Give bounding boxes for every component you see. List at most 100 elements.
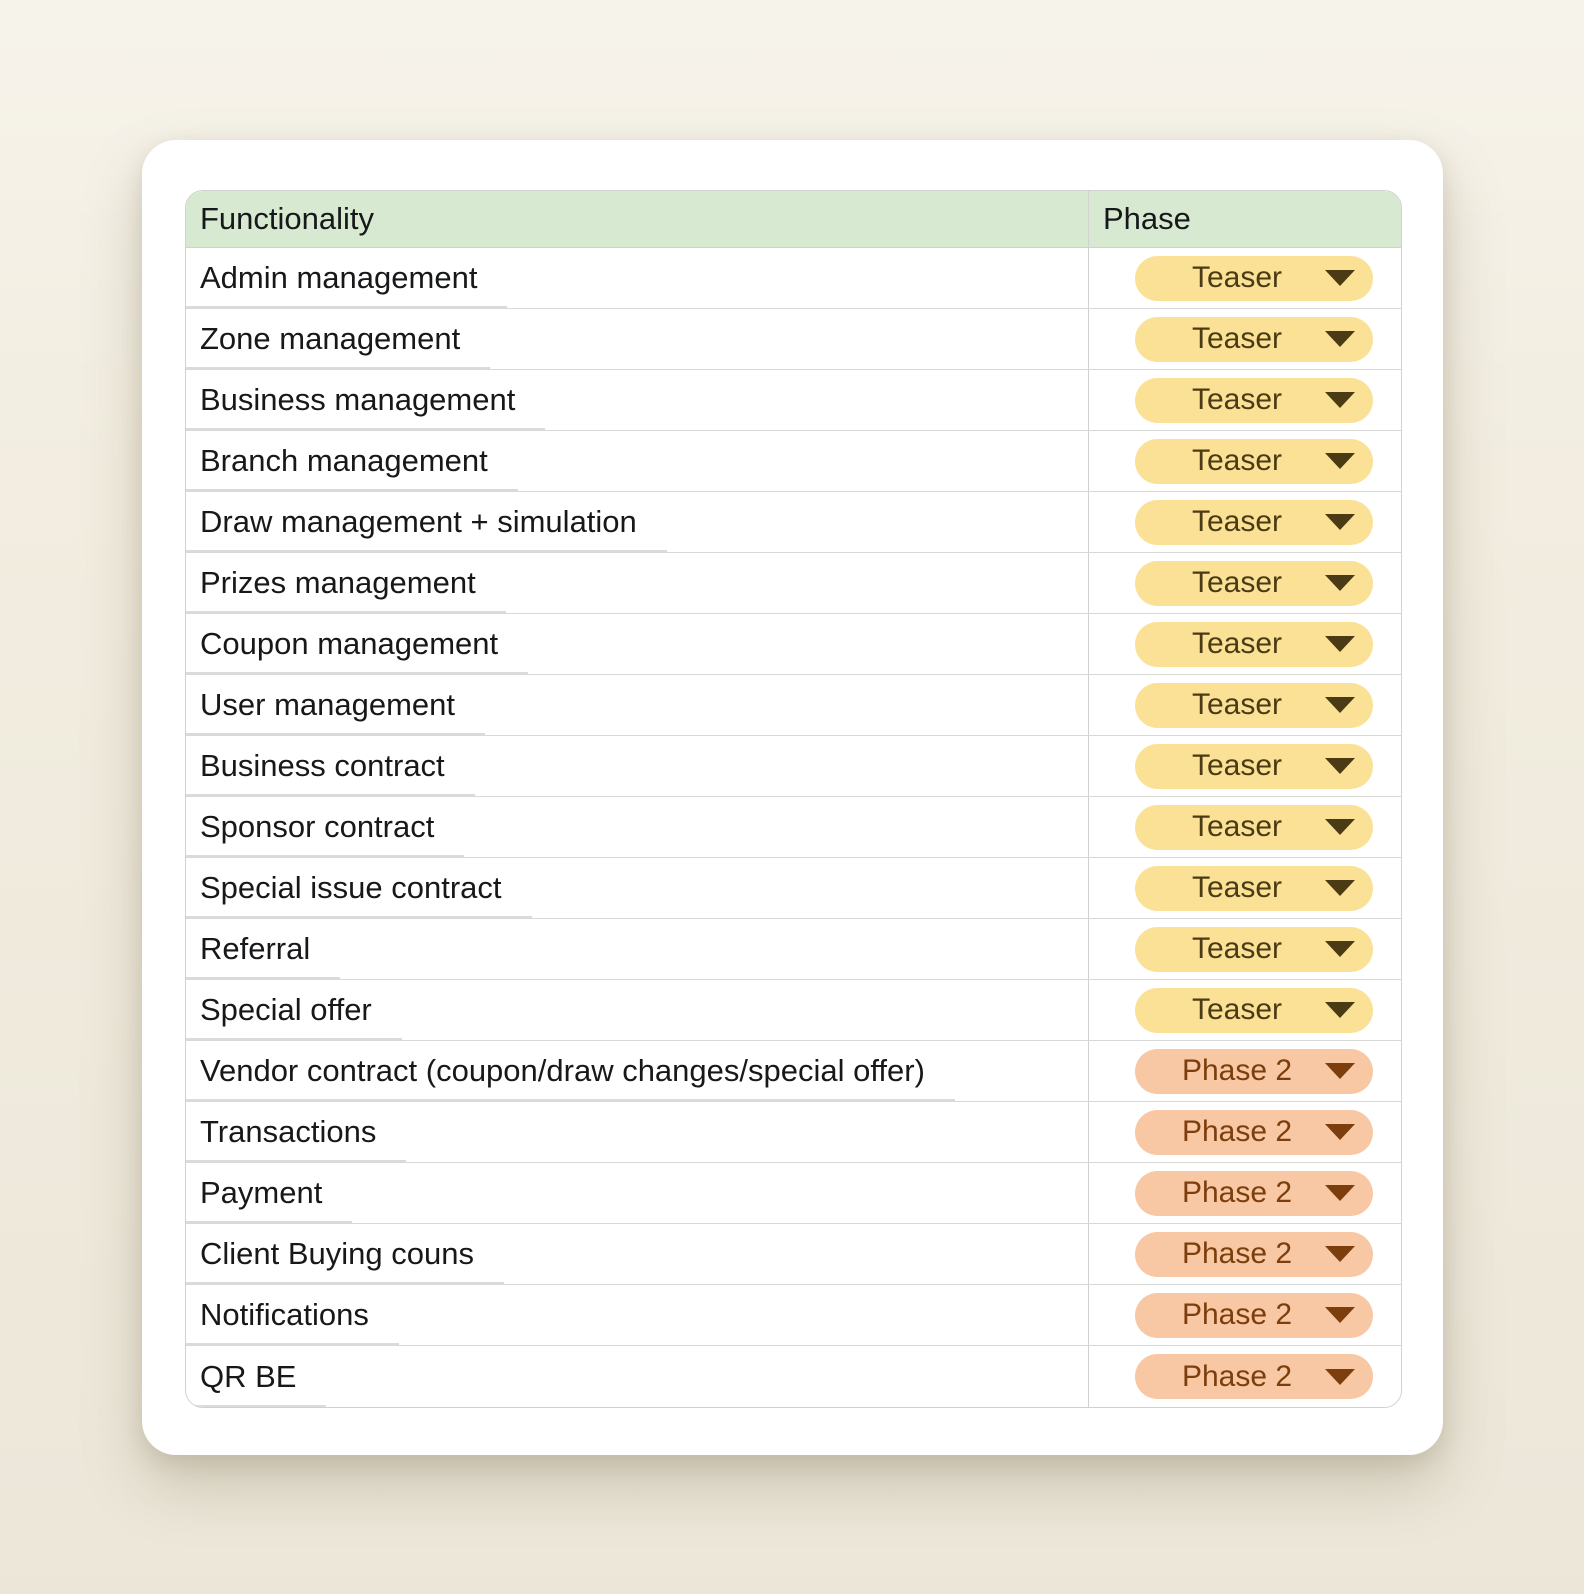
table-row: QR BE Phase 2 — [186, 1346, 1401, 1407]
phase-dropdown-label: Phase 2 — [1181, 1298, 1293, 1331]
phase-cell: Teaser — [1089, 858, 1401, 918]
phase-dropdown-chip[interactable]: Teaser — [1135, 560, 1373, 606]
phase-cell: Phase 2 — [1089, 1102, 1401, 1162]
phase-dropdown-label: Teaser — [1191, 261, 1283, 294]
chevron-down-icon — [1325, 636, 1355, 652]
phase-cell: Phase 2 — [1089, 1224, 1401, 1284]
phase-cell: Teaser — [1089, 492, 1401, 552]
phase-dropdown-chip[interactable]: Teaser — [1135, 377, 1373, 423]
functionality-label: Branch management — [186, 431, 518, 491]
table-row: Draw management + simulation Teaser — [186, 492, 1401, 553]
functionality-cell: Sponsor contract — [186, 797, 1089, 857]
phase-dropdown-label: Teaser — [1191, 322, 1283, 355]
table-body: Admin management Teaser Zone management … — [186, 248, 1401, 1407]
table-row: Zone management Teaser — [186, 309, 1401, 370]
functionality-cell: Business management — [186, 370, 1089, 430]
table-header-row: Functionality Phase — [186, 191, 1401, 248]
functionality-cell: Vendor contract (coupon/draw changes/spe… — [186, 1041, 1089, 1101]
functionality-label: QR BE — [186, 1347, 328, 1407]
functionality-label: Referral — [186, 919, 341, 979]
phase-dropdown-chip[interactable]: Teaser — [1135, 743, 1373, 789]
phase-cell: Teaser — [1089, 431, 1401, 491]
table-row: Notifications Phase 2 — [186, 1285, 1401, 1346]
phase-dropdown-label: Teaser — [1191, 810, 1283, 843]
chevron-down-icon — [1325, 331, 1355, 347]
phase-cell: Teaser — [1089, 797, 1401, 857]
table-row: Coupon management Teaser — [186, 614, 1401, 675]
phase-cell: Teaser — [1089, 736, 1401, 796]
chevron-down-icon — [1325, 880, 1355, 896]
functionality-phase-table: Functionality Phase Admin management Tea… — [185, 190, 1402, 1408]
phase-dropdown-chip[interactable]: Phase 2 — [1135, 1292, 1373, 1338]
phase-cell: Phase 2 — [1089, 1163, 1401, 1223]
phase-dropdown-label: Phase 2 — [1181, 1359, 1293, 1393]
phase-dropdown-chip[interactable]: Teaser — [1135, 926, 1373, 972]
chevron-down-icon — [1325, 1185, 1355, 1201]
phase-cell: Phase 2 — [1089, 1041, 1401, 1101]
phase-cell: Teaser — [1089, 248, 1401, 308]
phase-cell: Teaser — [1089, 309, 1401, 369]
header-label-phase: Phase — [1103, 201, 1191, 236]
chevron-down-icon — [1325, 758, 1355, 774]
chevron-down-icon — [1325, 270, 1355, 286]
chevron-down-icon — [1325, 1368, 1355, 1385]
table-row: Admin management Teaser — [186, 248, 1401, 309]
phase-dropdown-label: Teaser — [1191, 566, 1283, 599]
chevron-down-icon — [1325, 575, 1355, 591]
phase-dropdown-chip[interactable]: Teaser — [1135, 255, 1373, 301]
functionality-cell: Transactions — [186, 1102, 1089, 1162]
functionality-label: Notifications — [186, 1285, 399, 1345]
phase-dropdown-label: Teaser — [1191, 871, 1283, 904]
functionality-cell: Branch management — [186, 431, 1089, 491]
phase-dropdown-chip[interactable]: Phase 2 — [1135, 1109, 1373, 1155]
phase-cell: Phase 2 — [1089, 1346, 1401, 1407]
phase-dropdown-chip[interactable]: Teaser — [1135, 621, 1373, 667]
phase-dropdown-chip[interactable]: Teaser — [1135, 865, 1373, 911]
header-cell-functionality: Functionality — [186, 191, 1089, 247]
functionality-label: Draw management + simulation — [186, 492, 667, 552]
functionality-cell: Prizes management — [186, 553, 1089, 613]
phase-dropdown-label: Phase 2 — [1181, 1115, 1293, 1148]
phase-cell: Teaser — [1089, 675, 1401, 735]
phase-dropdown-chip[interactable]: Phase 2 — [1135, 1170, 1373, 1216]
phase-dropdown-label: Teaser — [1191, 383, 1283, 416]
phase-dropdown-label: Teaser — [1191, 993, 1283, 1026]
phase-dropdown-chip[interactable]: Teaser — [1135, 682, 1373, 728]
chevron-down-icon — [1325, 1063, 1355, 1079]
functionality-cell: Draw management + simulation — [186, 492, 1089, 552]
phase-cell: Teaser — [1089, 370, 1401, 430]
phase-dropdown-chip[interactable]: Teaser — [1135, 438, 1373, 484]
phase-cell: Teaser — [1089, 980, 1401, 1040]
functionality-label: Zone management — [186, 309, 491, 369]
table-row: Special issue contract Teaser — [186, 858, 1401, 919]
functionality-cell: Referral — [186, 919, 1089, 979]
phase-dropdown-label: Teaser — [1191, 505, 1283, 538]
phase-dropdown-chip[interactable]: Phase 2 — [1135, 1354, 1373, 1399]
phase-dropdown-chip[interactable]: Teaser — [1135, 499, 1373, 545]
functionality-label: Admin management — [186, 248, 508, 308]
phase-dropdown-chip[interactable]: Phase 2 — [1135, 1231, 1373, 1277]
phase-cell: Teaser — [1089, 919, 1401, 979]
phase-dropdown-label: Phase 2 — [1181, 1054, 1293, 1087]
functionality-cell: Business contract — [186, 736, 1089, 796]
functionality-label: User management — [186, 675, 486, 735]
table-row: Business management Teaser — [186, 370, 1401, 431]
functionality-cell: Admin management — [186, 248, 1089, 308]
chevron-down-icon — [1325, 1246, 1355, 1262]
functionality-label: Business contract — [186, 736, 475, 796]
functionality-label: Coupon management — [186, 614, 529, 674]
phase-dropdown-chip[interactable]: Phase 2 — [1135, 1048, 1373, 1094]
phase-cell: Phase 2 — [1089, 1285, 1401, 1345]
phase-dropdown-chip[interactable]: Teaser — [1135, 804, 1373, 850]
functionality-cell: Special offer — [186, 980, 1089, 1040]
phase-dropdown-label: Teaser — [1191, 627, 1283, 660]
phase-dropdown-chip[interactable]: Teaser — [1135, 316, 1373, 362]
phase-dropdown-chip[interactable]: Teaser — [1135, 987, 1373, 1033]
table-row: Prizes management Teaser — [186, 553, 1401, 614]
table-row: Sponsor contract Teaser — [186, 797, 1401, 858]
chevron-down-icon — [1325, 1002, 1355, 1018]
header-cell-phase: Phase — [1089, 191, 1401, 247]
functionality-label: Prizes management — [186, 553, 506, 613]
functionality-label: Special offer — [186, 980, 402, 1040]
functionality-cell: Zone management — [186, 309, 1089, 369]
